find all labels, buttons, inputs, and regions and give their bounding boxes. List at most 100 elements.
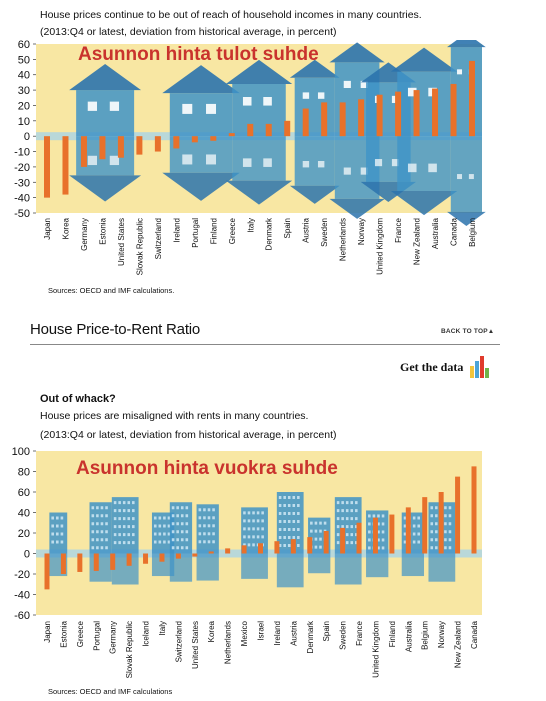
chart2-subtitle: Out of whack? [40,393,116,405]
x-tick-label: New Zealand [454,621,463,668]
bar [173,136,180,149]
back-to-top-link[interactable]: BACK TO TOP▲ [441,328,495,335]
y-tick-label: 50 [18,54,30,66]
bar [191,136,198,143]
x-tick-label: Austria [289,620,298,645]
y-tick-label: -60 [14,610,30,622]
building-illustration [334,497,362,585]
get-the-data-label: Get the data [400,359,464,374]
bar [210,136,217,141]
x-tick-label: United States [191,621,200,669]
chart2-title: Asunnon hinta vuokra suhde [76,458,338,479]
bar [154,136,161,152]
x-tick-label: United Kingdom [376,218,385,275]
y-tick-label: -50 [14,208,30,220]
x-tick-label: United States [117,218,126,266]
bar [340,527,346,554]
x-tick-label: Japan [43,218,52,240]
bar [358,99,365,137]
building-illustration [111,497,139,585]
bar [372,517,378,554]
bar [321,102,328,137]
x-tick-label: Canada [450,217,459,246]
bar [471,466,477,554]
house-illustration [162,65,240,201]
bar [413,90,420,137]
bar [77,553,83,572]
y-tick-label: 10 [18,116,30,128]
house-illustration [289,59,340,204]
bar [44,136,50,198]
bar [389,514,395,554]
bar [450,83,457,137]
x-tick-label: Norway [357,218,366,245]
bar [225,548,231,554]
bar [93,553,99,571]
bar [241,545,247,554]
bar [80,136,87,167]
bar [438,492,444,554]
bar [395,91,402,137]
chart1-xticks: Japan Korea Germany Estonia United States Slo… [43,217,477,275]
bar [110,553,116,570]
section-divider [30,344,500,345]
bar [258,543,263,554]
x-tick-label: United Kingdom [371,621,380,678]
house-illustration [69,63,142,202]
x-tick-label: Portugal [92,621,101,651]
x-tick-label: New Zealand [413,218,422,265]
building-illustration [241,507,268,579]
house-illustration [390,47,458,216]
bar-chart-icon [470,356,490,378]
x-tick-label: Austria [302,217,311,242]
bar [323,530,329,554]
chart2-source: Sources: OECD and IMF calculations [48,687,173,696]
building-illustration [169,502,193,582]
x-tick-label: Estonia [59,620,68,647]
get-the-data-button[interactable]: Get the data [400,356,490,378]
chart1-income-ratio: 60 50 40 30 20 10 0 -10 -20 -30 -40 -50 Japan Korea G… [14,40,486,275]
bar [126,553,132,566]
y-tick-label: 30 [18,85,30,97]
y-tick-label: 60 [18,487,30,499]
bar [44,553,50,590]
x-tick-label: Australia [431,217,440,249]
bar [290,539,296,554]
x-tick-label: Norway [437,621,446,648]
x-tick-label: Finland [388,621,397,647]
x-tick-label: Sweden [320,218,329,247]
bar [432,88,439,137]
x-tick-label: Denmark [265,217,274,250]
y-tick-label: -20 [14,162,30,174]
chart2-bars [44,466,477,590]
bar [99,136,106,160]
chart1-source: Sources: OECD and IMF calculations. [48,286,175,295]
y-tick-label: -10 [14,147,30,159]
x-tick-label: Japan [43,621,52,643]
chart1-bars [44,60,475,198]
x-tick-label: Netherlands [339,218,348,261]
bar [265,123,272,137]
bar [274,541,280,554]
y-tick-label: 60 [18,40,30,51]
x-tick-label: Spain [322,621,331,641]
x-tick-label: Mexico [240,620,249,646]
chart2-xticks: Japan Estonia Greece Portugal Germany Slovak … [43,620,479,678]
bar [143,553,149,564]
bar [117,136,124,158]
x-tick-label: Italy [246,218,255,233]
bar [62,136,69,195]
x-tick-label: Spain [283,218,292,238]
y-tick-label: 100 [12,446,30,458]
y-tick-label: 40 [18,508,30,520]
y-tick-label: -40 [14,193,30,205]
chart2-rent-ratio: 100 80 60 40 20 0 -20 -40 -60 Japan Estonia Greece… [12,446,482,678]
x-tick-label: Korea [207,620,216,642]
x-tick-label: Slovak Republic [125,621,134,678]
x-tick-label: Belgium [468,218,477,247]
x-tick-label: Switzerland [174,621,183,662]
x-tick-label: Canada [470,620,479,649]
chart2-caption-line1: House prices are misaligned with rents i… [40,410,309,422]
bar [228,133,235,137]
bar [405,507,411,554]
